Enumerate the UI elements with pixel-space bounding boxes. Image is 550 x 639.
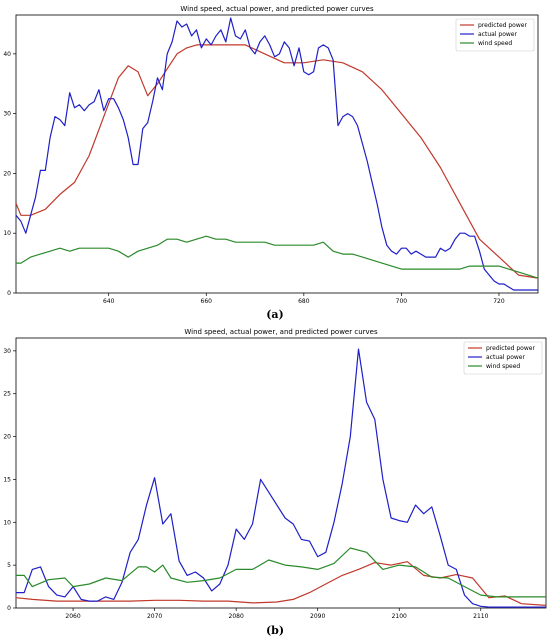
chartb-legend-entry: actual power: [486, 354, 525, 361]
charta-y-tick-label: 0: [7, 290, 11, 297]
chartb-x-tick-label: 2110: [473, 613, 488, 620]
chartb-y-tick-label: 30: [3, 348, 11, 355]
chartb-legend-box: [463, 341, 543, 375]
chart-panel-a: Wind speed, actual power, and predicted …: [3, 5, 539, 321]
charta-legend-entry: predicted power: [478, 22, 527, 29]
chartb-y-tick-label: 10: [3, 519, 11, 526]
chartb-y-tick-label: 20: [3, 434, 11, 441]
chartb-y-tick-label: 5: [7, 562, 11, 569]
panel-b-caption: (b): [265, 624, 285, 637]
chartb-x-tick-label: 2060: [65, 613, 80, 620]
charta-series-actual-power: [16, 17, 538, 291]
charta-legend-box: [455, 18, 535, 52]
chartb-x-tick-label: 2070: [147, 613, 162, 620]
charta-x-tick-label: 680: [298, 298, 310, 305]
chartb-x-tick-label: 2080: [229, 613, 244, 620]
chartb-legend-entry: predicted power: [486, 345, 535, 352]
charta-y-tick-label: 30: [3, 111, 11, 118]
chartb-series-wind-speed: [16, 547, 546, 598]
charta-legend-entry: wind speed: [478, 40, 512, 47]
charta-x-tick-label: 660: [201, 298, 213, 305]
panel-a-caption: (a): [266, 308, 284, 321]
chartb-y-tick-label: 0: [7, 605, 11, 612]
chartb-title: Wind speed, actual power, and predicted …: [184, 328, 378, 336]
charta-x-tick-label: 640: [103, 298, 115, 305]
chartb-x-tick-label: 2090: [310, 613, 325, 620]
chart-panel-b: Wind speed, actual power, and predicted …: [0, 324, 550, 639]
charta-x-tick-label: 720: [493, 298, 505, 305]
chart-b-svg: Wind speed, actual power, and predicted …: [3, 328, 547, 620]
chartb-y-tick-label: 15: [3, 476, 11, 483]
charta-title: Wind speed, actual power, and predicted …: [180, 5, 374, 13]
chartb-x-tick-label: 2100: [392, 613, 407, 620]
charta-legend-entry: actual power: [478, 31, 517, 38]
charta-y-tick-label: 20: [3, 170, 11, 177]
charta-series-wind-speed: [16, 235, 538, 279]
chartb-plot-frame: [15, 337, 547, 609]
charta-plot-frame: [15, 14, 539, 294]
charta-y-tick-label: 10: [3, 230, 11, 237]
chartb-legend-entry: wind speed: [486, 363, 520, 370]
chartb-y-tick-label: 25: [3, 391, 11, 398]
charta-x-tick-label: 700: [396, 298, 408, 305]
charta-series-predicted-power: [16, 44, 538, 279]
chart-a-svg: Wind speed, actual power, and predicted …: [3, 5, 539, 305]
chartb-series-predicted-power: [16, 561, 546, 606]
chartb-series-actual-power: [16, 348, 546, 608]
charta-y-tick-label: 40: [3, 51, 11, 58]
